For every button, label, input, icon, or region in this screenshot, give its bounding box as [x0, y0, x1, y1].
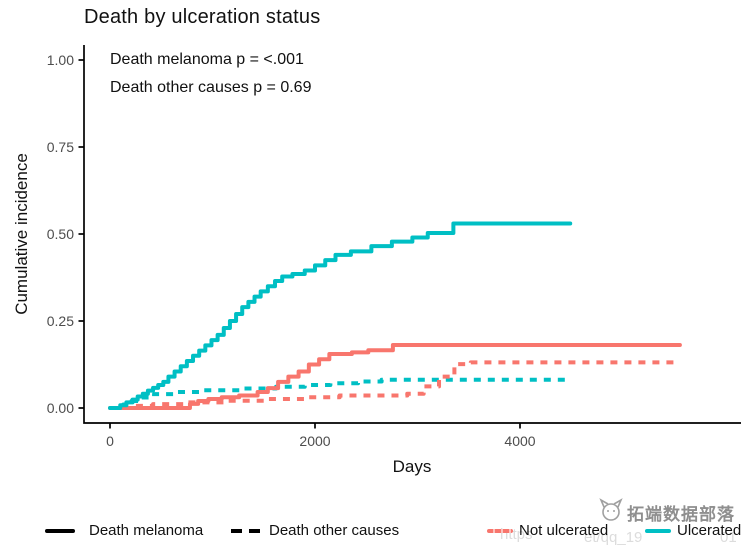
- watermark-logo-icon: [599, 498, 623, 521]
- legend-label-death-melanoma: Death melanoma: [89, 522, 204, 539]
- legend-key-dashed-line: [249, 529, 260, 533]
- legend-key-solid-line: [45, 529, 75, 533]
- legend-key-not-ulcerated: [487, 529, 513, 533]
- legend-label-death-other-causes: Death other causes: [269, 522, 400, 539]
- y-tick-label: 0.75: [46, 139, 74, 155]
- y-tick-label: 0.00: [46, 400, 74, 416]
- series-ulcerated-death-melanoma: [108, 221, 573, 410]
- legend-label-ulcerated: Ulcerated: [677, 522, 742, 539]
- x-tick-label: 4000: [504, 433, 536, 449]
- series-not-ulcerated-death-other-causes: [110, 360, 680, 410]
- legend-label-not-ulcerated: Not ulcerated: [519, 522, 609, 539]
- axis-lines: [83, 45, 741, 424]
- annotation-other-causes-pvalue: Death other causes p = 0.69: [110, 79, 312, 96]
- annotation-melanoma-pvalue: Death melanoma p = <.001: [110, 51, 304, 68]
- x-tick-label: 2000: [299, 433, 331, 449]
- watermark-url-fragment: et/qq_19: [584, 529, 643, 546]
- y-tick-label: 0.25: [46, 313, 74, 329]
- y-axis-label: Cumulative incidence: [12, 153, 31, 315]
- y-tick-label: 0.50: [46, 226, 74, 242]
- x-axis-label: Days: [392, 457, 432, 476]
- series-not-ulcerated-death-melanoma: [108, 343, 682, 410]
- x-tick-label: 0: [106, 433, 114, 449]
- y-tick-label: 1.00: [46, 52, 74, 68]
- watermark-url-fragment: 01: [720, 529, 737, 546]
- legend-key-dashed-line: [231, 529, 242, 533]
- series-ulcerated-death-other-causes: [110, 377, 571, 410]
- chart-title: Death by ulceration status: [84, 6, 321, 28]
- watermark-brand-text: 拓端数据部落: [627, 505, 735, 524]
- legend-key-ulcerated: [645, 529, 671, 533]
